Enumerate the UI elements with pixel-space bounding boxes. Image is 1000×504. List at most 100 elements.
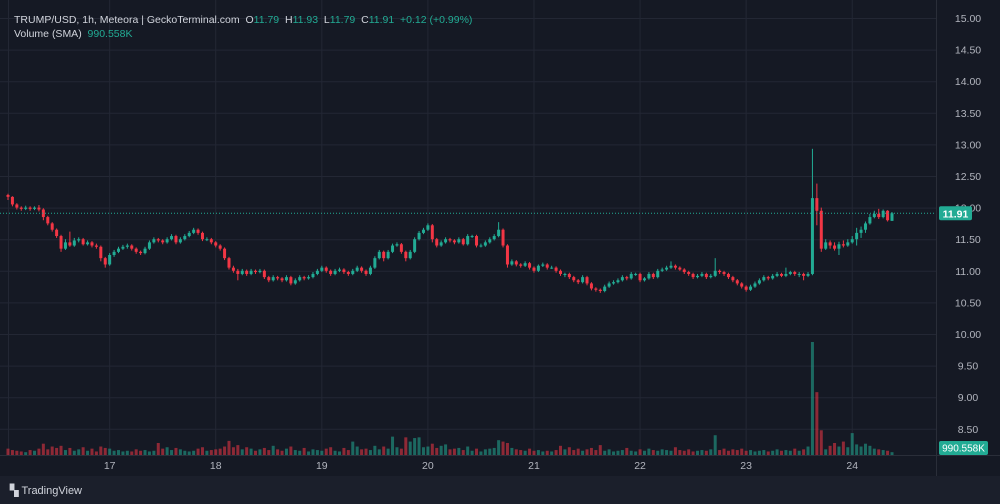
volume-bar bbox=[10, 450, 14, 455]
volume-bar bbox=[338, 451, 341, 455]
price-tick-label: 13.50 bbox=[955, 108, 981, 120]
volume-bar bbox=[373, 445, 377, 455]
volume-bar bbox=[709, 449, 713, 455]
symbol-title[interactable]: TRUMP/USD, 1h, Meteora | GeckoTerminal.c… bbox=[14, 14, 240, 26]
candle bbox=[99, 245, 103, 262]
volume-bar bbox=[581, 450, 585, 455]
candle-body bbox=[731, 277, 735, 281]
candle-body bbox=[196, 229, 200, 233]
volume-bar bbox=[200, 447, 204, 455]
candle-body bbox=[408, 251, 412, 259]
last-price-label: 11.91 bbox=[939, 206, 972, 221]
volume-bar bbox=[271, 445, 275, 455]
candle bbox=[497, 222, 501, 238]
candle-body bbox=[713, 270, 717, 276]
candle bbox=[886, 210, 890, 222]
volume-sma-value: 990.558K bbox=[942, 444, 985, 455]
volume-bar bbox=[377, 449, 381, 455]
candle bbox=[280, 277, 284, 283]
volume-bar bbox=[665, 450, 669, 455]
candle-body bbox=[364, 270, 368, 274]
candle bbox=[696, 273, 700, 279]
volume-bar bbox=[718, 450, 722, 455]
candle-body bbox=[90, 242, 94, 246]
candle bbox=[541, 262, 545, 268]
candle bbox=[187, 230, 191, 238]
candle-body bbox=[302, 277, 306, 279]
time-axis[interactable]: 17 18 19 20 21 22 23 24 bbox=[104, 460, 858, 472]
candle-body bbox=[824, 242, 828, 249]
volume-bar bbox=[691, 451, 695, 455]
candle bbox=[536, 264, 540, 273]
volume-bar bbox=[15, 450, 19, 455]
candle bbox=[444, 237, 448, 244]
candle bbox=[766, 275, 770, 281]
candle bbox=[492, 234, 496, 241]
candle-body bbox=[638, 273, 642, 281]
candle-body bbox=[510, 261, 514, 265]
volume-bar bbox=[413, 438, 417, 455]
candle bbox=[589, 282, 593, 291]
candle bbox=[236, 268, 240, 281]
volume-bar bbox=[63, 450, 67, 455]
candle bbox=[46, 215, 50, 226]
volume-bar bbox=[815, 392, 819, 455]
candle bbox=[881, 209, 885, 219]
candle bbox=[37, 205, 41, 212]
candlestick-chart[interactable]: 15.0014.5014.0013.5013.0012.5012.0011.50… bbox=[0, 0, 1000, 476]
volume-bar bbox=[404, 437, 408, 455]
candle-body bbox=[673, 265, 677, 268]
candle-body bbox=[492, 236, 496, 240]
candle bbox=[510, 259, 514, 266]
candle-body bbox=[267, 277, 271, 281]
volume-bar bbox=[810, 342, 814, 455]
candle bbox=[267, 275, 271, 283]
candle-body bbox=[55, 229, 59, 237]
candle bbox=[651, 272, 655, 280]
volume-bar bbox=[536, 450, 540, 455]
candle-body bbox=[214, 242, 218, 246]
volume-bar bbox=[280, 450, 284, 455]
candle bbox=[41, 208, 45, 221]
candle-body bbox=[589, 283, 593, 289]
candle bbox=[793, 270, 797, 276]
candle-body bbox=[775, 273, 779, 276]
volume-bar bbox=[86, 450, 90, 455]
volume-bar bbox=[802, 449, 806, 455]
candle-body bbox=[656, 270, 660, 278]
candle-body bbox=[284, 277, 288, 281]
candle bbox=[837, 241, 841, 255]
time-tick-label: 21 bbox=[528, 460, 540, 472]
candle bbox=[59, 234, 63, 252]
candle-body bbox=[881, 210, 885, 218]
high-value: 11.93 bbox=[292, 14, 319, 26]
candle-body bbox=[691, 273, 695, 278]
volume-bar bbox=[112, 450, 116, 455]
volume-label[interactable]: Volume (SMA) bbox=[14, 28, 82, 40]
candle-body bbox=[130, 245, 134, 249]
candle bbox=[333, 268, 337, 276]
candle-body bbox=[740, 283, 744, 287]
time-tick-label: 18 bbox=[210, 460, 222, 472]
candle bbox=[192, 227, 196, 235]
candle bbox=[735, 279, 739, 286]
tradingview-brand[interactable]: ▚ TradingView bbox=[10, 484, 82, 498]
candle-body bbox=[311, 273, 315, 278]
candle-body bbox=[859, 229, 863, 233]
price-axis[interactable]: 15.0014.5014.0013.5013.0012.5012.0011.50… bbox=[955, 13, 981, 436]
volume-bar bbox=[638, 449, 642, 455]
candle bbox=[563, 272, 567, 278]
candle-body bbox=[271, 277, 275, 281]
high-label: H bbox=[284, 14, 293, 26]
candle-body bbox=[545, 264, 549, 268]
volume-bar bbox=[607, 449, 611, 455]
candle bbox=[559, 269, 562, 276]
candle-body bbox=[863, 223, 867, 230]
candle-body bbox=[125, 245, 129, 247]
candle bbox=[519, 263, 523, 268]
volume-bar bbox=[192, 450, 196, 455]
volume-bar bbox=[236, 445, 240, 455]
volume-bar bbox=[519, 450, 523, 455]
candle bbox=[355, 265, 359, 273]
candle-body bbox=[810, 198, 814, 274]
